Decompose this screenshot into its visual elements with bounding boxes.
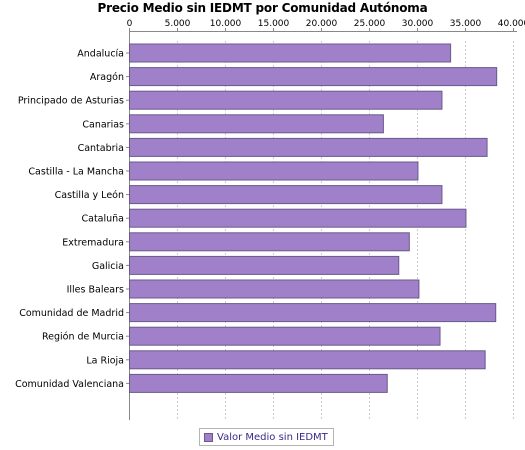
chart-title: Precio Medio sin IEDMT por Comunidad Aut…: [97, 1, 428, 15]
bar: [129, 255, 400, 275]
category-label: Cantabria: [78, 143, 124, 154]
category-label: Castilla y León: [55, 190, 124, 201]
bar: [129, 326, 441, 346]
x-tick-label: 5.000: [165, 19, 191, 29]
category-label: Andalucía: [77, 49, 124, 60]
bar: [129, 373, 388, 393]
category-label: Cataluña: [81, 214, 124, 225]
bar: [129, 185, 443, 205]
category-label: Extremadura: [62, 237, 124, 248]
category-label: Comunidad Valenciana: [15, 379, 124, 390]
bar: [129, 279, 420, 299]
bar: [129, 114, 384, 134]
bar: [129, 208, 467, 228]
bar: [129, 350, 486, 370]
x-tick-label: 0: [127, 19, 133, 29]
legend-label: Valor Medio sin IEDMT: [217, 431, 328, 443]
x-tick-label: 30.000: [402, 19, 434, 29]
x-tick-label: 40.000: [498, 19, 525, 29]
bar: [129, 43, 452, 63]
bar: [129, 137, 488, 157]
x-tick-label: 35.000: [450, 19, 482, 29]
category-label: Galicia: [92, 261, 124, 272]
category-label: Aragón: [90, 72, 124, 83]
x-tick-label: 20.000: [306, 19, 338, 29]
category-label: Canarias: [82, 119, 124, 130]
x-tick-label: 25.000: [354, 19, 386, 29]
category-label: La Rioja: [86, 355, 124, 366]
category-label: Región de Murcia: [42, 332, 124, 343]
bar: [129, 303, 497, 323]
x-tick-label: 10.000: [210, 19, 242, 29]
bar: [129, 90, 443, 110]
bar: [129, 161, 419, 181]
bar: [129, 67, 498, 87]
x-tick-label: 15.000: [258, 19, 290, 29]
category-label: Comunidad de Madrid: [19, 308, 124, 319]
bar: [129, 232, 410, 252]
category-label: Principado de Asturias: [18, 96, 124, 107]
legend-swatch: [204, 432, 213, 442]
legend: Valor Medio sin IEDMT: [199, 428, 334, 446]
category-label: Illes Balears: [67, 285, 124, 296]
category-label: Castilla - La Mancha: [28, 167, 124, 178]
